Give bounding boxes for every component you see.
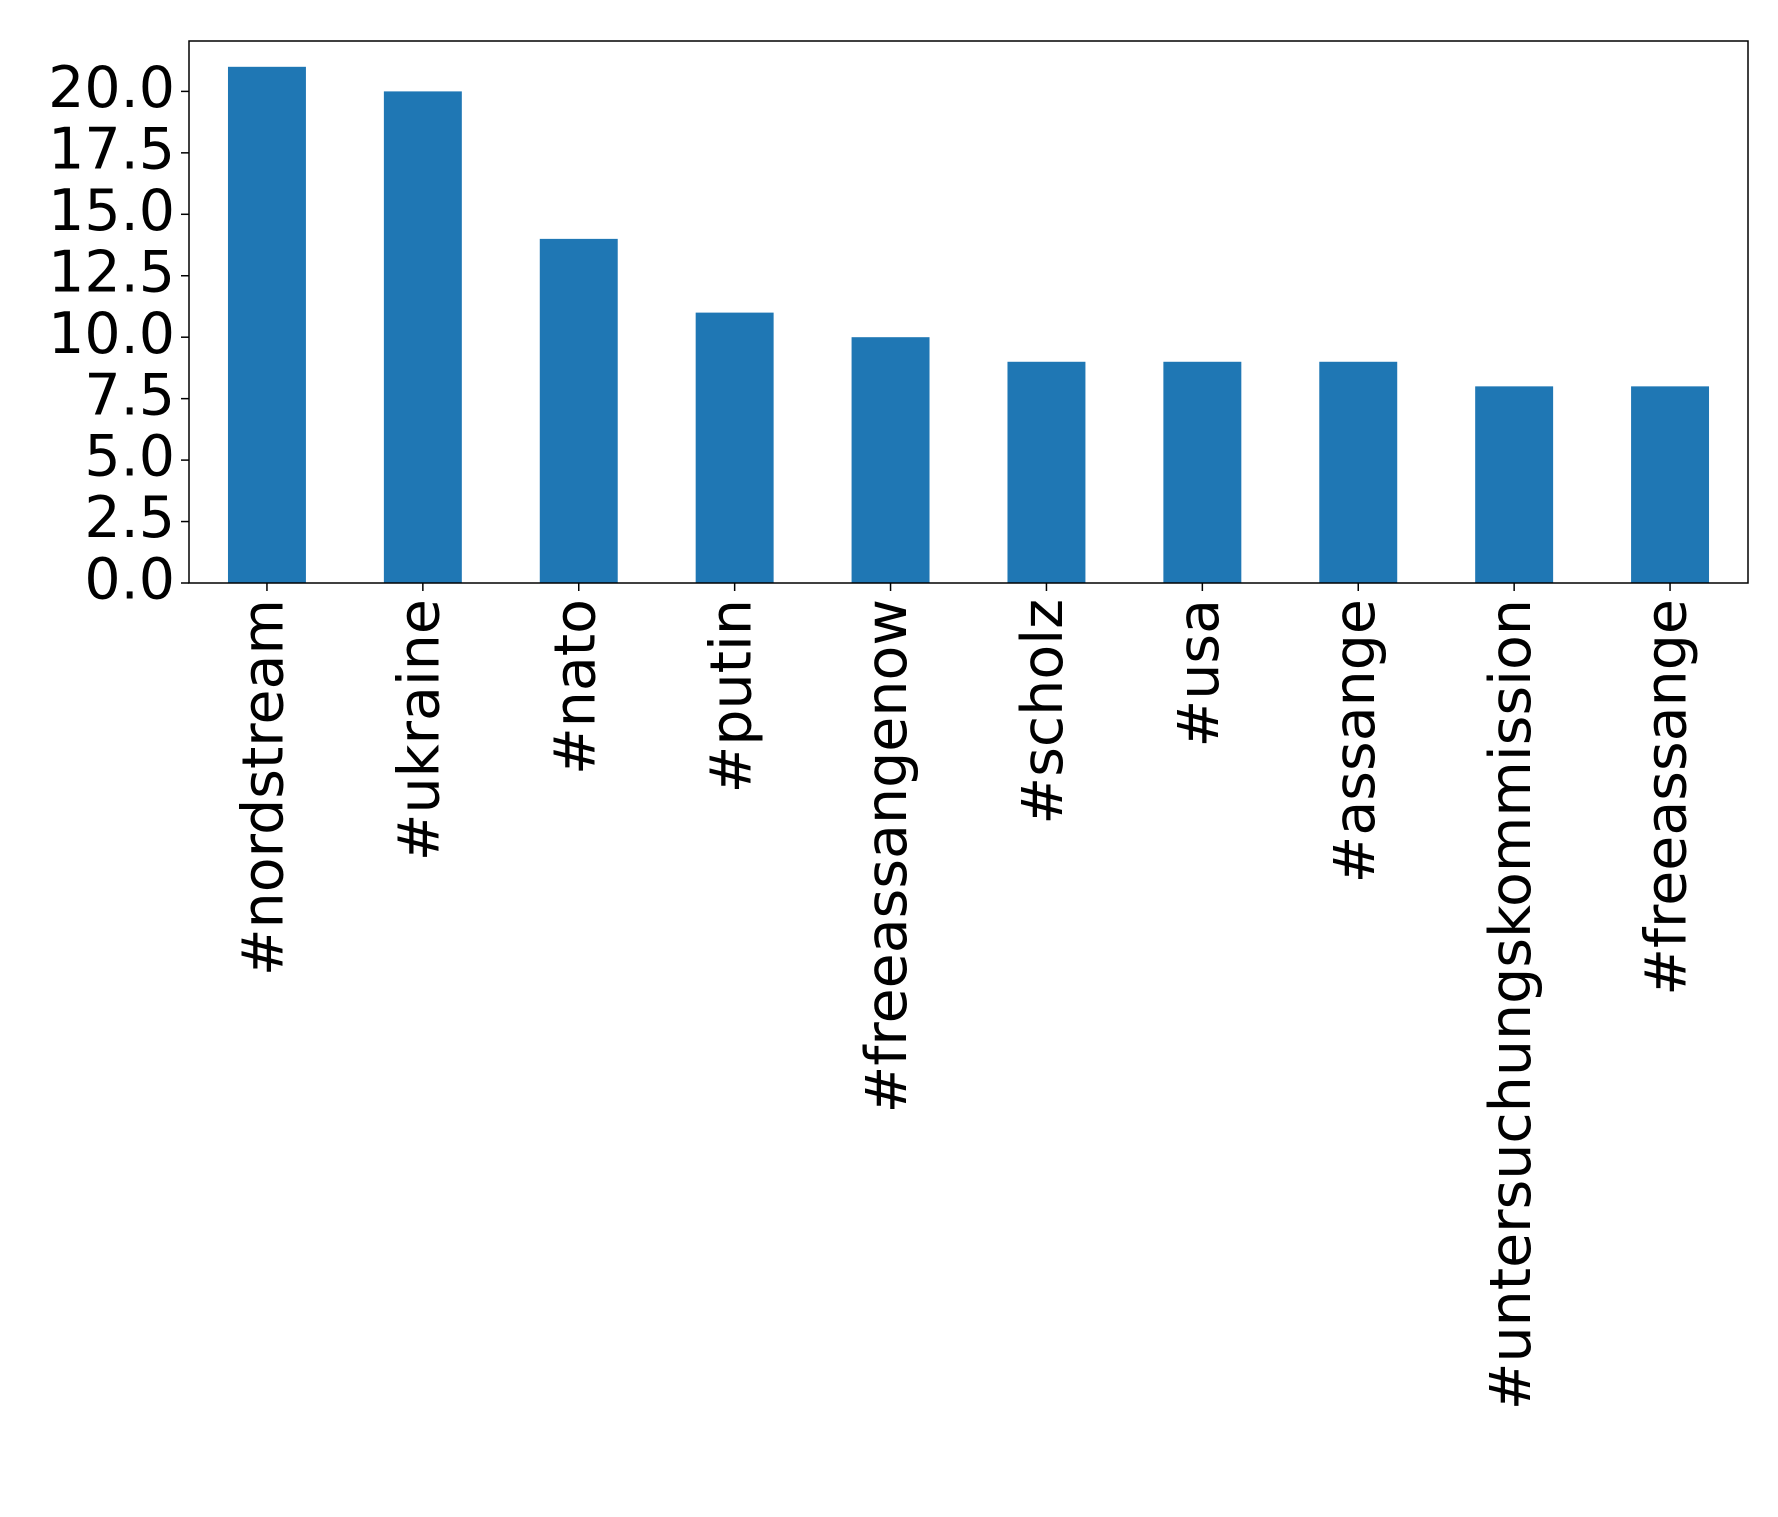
x-tick-label: #ukraine — [386, 599, 452, 861]
y-tick-label: 10.0 — [48, 301, 175, 367]
bar — [383, 91, 462, 584]
bar — [1163, 361, 1242, 583]
x-tick-label: #untersuchungskommission — [1478, 599, 1544, 1410]
y-tick-label: 5.0 — [84, 424, 175, 490]
y-tick-label: 2.5 — [84, 485, 175, 551]
y-tick-label: 17.5 — [48, 116, 175, 182]
bar — [227, 66, 306, 584]
bar — [1319, 361, 1398, 583]
x-tick-label: #putin — [698, 599, 764, 793]
bar — [1007, 361, 1086, 583]
x-tick-label: #freeassangenow — [854, 599, 920, 1113]
bar — [539, 238, 618, 583]
x-tick-label: #assange — [1322, 599, 1388, 883]
bar — [851, 337, 930, 583]
x-tick-label: #nato — [542, 599, 608, 775]
y-tick-label: 0.0 — [84, 547, 175, 613]
x-tick-label: #usa — [1166, 599, 1232, 748]
y-tick-label: 12.5 — [48, 239, 175, 305]
bar — [695, 312, 774, 583]
x-tick-label: #freeassange — [1634, 599, 1700, 996]
x-tick-label: #nordstream — [231, 599, 297, 976]
y-tick-label: 15.0 — [48, 178, 175, 244]
y-tick-label: 7.5 — [84, 362, 175, 428]
plot-frame — [188, 40, 1749, 584]
y-tick-label: 20.0 — [48, 55, 175, 121]
bar — [1631, 386, 1710, 583]
x-tick-label: #scholz — [1010, 599, 1076, 825]
bar — [1475, 386, 1554, 583]
